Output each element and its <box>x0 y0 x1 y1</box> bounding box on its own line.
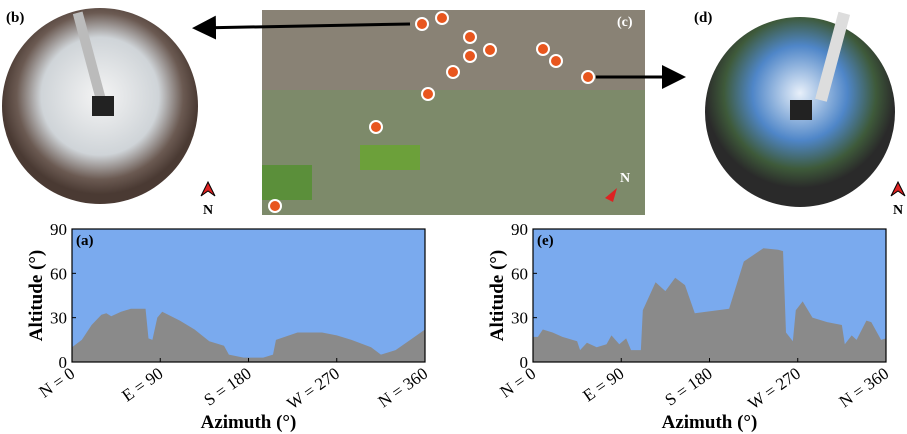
panel-label: (d) <box>694 10 712 26</box>
x-tick-label: S = 180 <box>200 364 254 410</box>
north-arrow <box>890 180 906 197</box>
y-tick-label: 90 <box>511 220 528 239</box>
x-tick-label: E = 90 <box>579 364 627 406</box>
obstruction-area <box>533 248 886 362</box>
map-field <box>360 145 420 170</box>
panel-label: (c) <box>617 15 633 30</box>
north-arrow <box>200 180 216 197</box>
y-tick-label: 90 <box>50 220 67 239</box>
north-arrow <box>605 188 617 202</box>
north-label: N <box>893 203 903 218</box>
north-label: N <box>620 171 630 186</box>
camera <box>790 100 812 120</box>
pole <box>72 11 106 102</box>
obstruction-area <box>72 308 425 362</box>
y-tick-label: 0 <box>520 353 529 372</box>
panel-label: (a) <box>76 233 94 249</box>
arrow <box>192 15 411 40</box>
y-tick-label: 30 <box>50 309 67 328</box>
panel-label: (b) <box>6 10 24 26</box>
north-label: N <box>203 203 213 218</box>
y-tick-label: 30 <box>511 309 528 328</box>
y-tick-label: 60 <box>511 264 528 283</box>
x-tick-label: W = 270 <box>745 364 804 414</box>
x-tick-label: N = 0 <box>497 364 540 402</box>
pole <box>815 11 851 102</box>
pins <box>268 11 595 213</box>
x-tick-label: N = 360 <box>375 364 432 412</box>
x-axis-label: Azimuth (°) <box>201 412 297 433</box>
x-tick-label: E = 90 <box>118 364 166 406</box>
map-field <box>262 165 312 200</box>
y-tick-label: 0 <box>59 353 68 372</box>
x-tick-label: N = 360 <box>836 364 893 412</box>
y-axis-label: Altitude (°) <box>26 250 47 342</box>
x-tick-label: W = 270 <box>284 364 343 414</box>
panel-label: (e) <box>537 233 554 249</box>
x-tick-label: S = 180 <box>661 364 715 410</box>
y-tick-label: 60 <box>50 264 67 283</box>
camera <box>92 96 114 116</box>
x-tick-label: N = 0 <box>36 364 79 402</box>
x-axis-label: Azimuth (°) <box>662 412 758 433</box>
y-axis-label: Altitude (°) <box>487 250 508 342</box>
